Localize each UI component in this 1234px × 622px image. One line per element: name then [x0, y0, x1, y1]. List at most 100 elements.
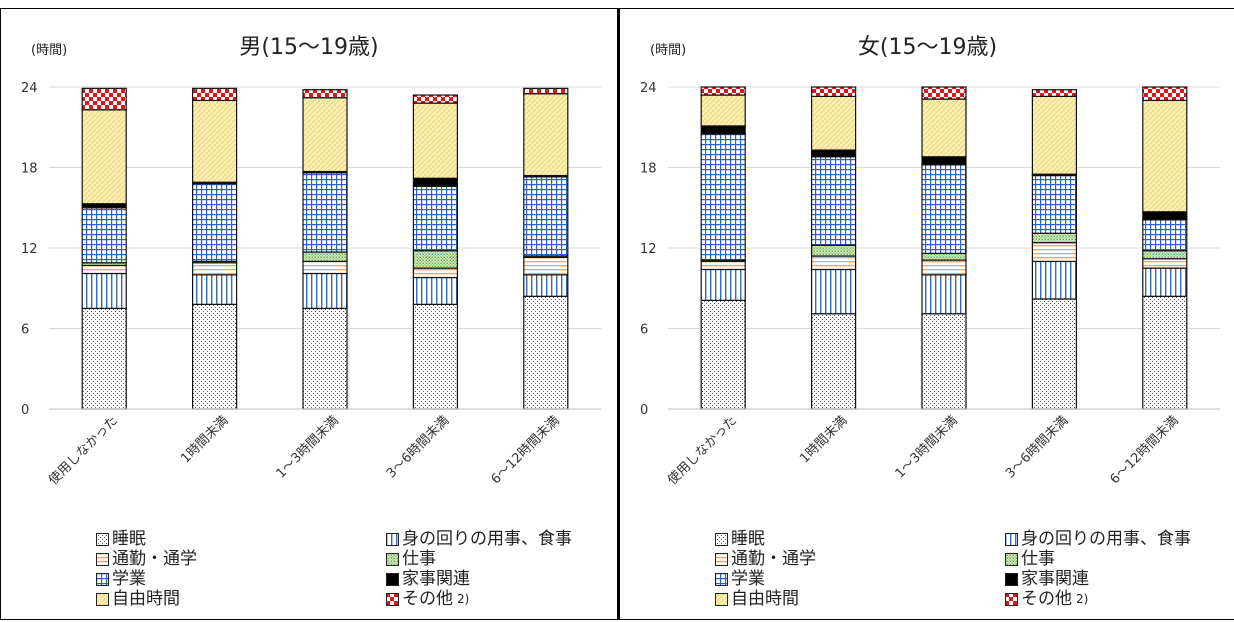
y-tick-label: 0: [21, 403, 29, 418]
bar-segment-personal: [523, 274, 569, 297]
legend-label: その他: [1021, 589, 1072, 609]
chart-plot-female: 0 6 12 18 24 使用しなかった 1時間未満 1～3時間未満 3～6時間未満 6～12時間…: [640, 81, 1220, 489]
bar-segment-work: [412, 250, 458, 269]
legend-label: 通勤・通学: [112, 549, 197, 569]
bar-segment-sleep: [302, 307, 348, 410]
bar-segment-commute: [412, 267, 458, 279]
y-tick-label: 18: [21, 162, 38, 177]
legend-note: 2): [1076, 592, 1089, 606]
legend-swatch: [386, 552, 399, 566]
bar-segment-work: [1142, 250, 1188, 260]
bar-segment-free: [1031, 95, 1077, 175]
legend-label: 身の回りの用事、食事: [402, 529, 572, 549]
bar-segment-sleep: [811, 313, 857, 410]
x-tick-label: 3～6時間未満: [384, 413, 452, 481]
bar-segment-personal: [700, 268, 746, 301]
legend: 睡眠 身の回りの用事、食事 通勤・通学 仕事 学業 家事関連 自由時間 その他 2): [96, 529, 616, 619]
bar-segment-free: [811, 95, 857, 151]
bar-segment-house: [921, 156, 967, 166]
legend-item: 自由時間: [96, 589, 180, 609]
bar-segment-other: [192, 87, 238, 102]
x-tick-label: 1時間未満: [178, 413, 231, 466]
bar-segment-personal: [302, 272, 348, 309]
legend-item: 学業: [715, 569, 765, 589]
y-tick-label: 6: [21, 323, 29, 338]
bar-segment-work: [1031, 232, 1077, 244]
legend-item: 仕事: [1005, 549, 1055, 569]
legend-item: 通勤・通学: [96, 549, 197, 569]
bar-segment-commute: [700, 260, 746, 271]
bar-segment-study: [921, 164, 967, 254]
legend-swatch: [715, 532, 728, 546]
chart-panel-male: (時間) 男(15～19歳) 0 6 12 18 24 使用しなかった 1時間未満 1～3時間…: [0, 8, 618, 620]
legend-item: 身の回りの用事、食事: [1005, 529, 1191, 549]
legend-swatch: [96, 552, 109, 566]
y-tick-label: 18: [640, 162, 657, 177]
legend-swatch: [96, 572, 109, 586]
bar-segment-commute: [921, 259, 967, 276]
x-tick-label: 1時間未満: [797, 413, 850, 466]
bar-segment-other: [921, 86, 967, 100]
x-tick-label: 使用しなかった: [664, 413, 740, 489]
bar-segment-sleep: [921, 313, 967, 410]
legend-label: 身の回りの用事、食事: [1021, 529, 1191, 549]
bar-segment-personal: [412, 276, 458, 305]
bar-segment-commute: [1142, 258, 1188, 269]
legend-label: 睡眠: [731, 529, 765, 549]
bar-segment-study: [192, 183, 238, 263]
legend-item: 身の回りの用事、食事: [386, 529, 572, 549]
bar-segment-study: [302, 172, 348, 253]
y-tick-label: 24: [640, 81, 657, 96]
x-tick-label: 使用しなかった: [45, 413, 121, 489]
bar-segment-house: [811, 149, 857, 158]
legend-swatch: [715, 592, 728, 606]
bar-segment-free: [921, 98, 967, 158]
bar-segment-free: [192, 99, 238, 183]
legend-swatch: [96, 592, 109, 606]
bar-segment-personal: [1031, 260, 1077, 300]
legend-item: 通勤・通学: [715, 549, 816, 569]
y-tick-label: 24: [21, 81, 38, 96]
legend-item: その他 2): [1005, 589, 1088, 609]
chart-title: 男(15～19歳): [239, 35, 379, 60]
bar-segment-personal: [192, 274, 238, 305]
x-tick-label: 6～12時間未満: [489, 413, 563, 487]
bar-segment-work: [811, 244, 857, 257]
bar-segment-house: [1142, 211, 1188, 221]
y-tick-label: 0: [640, 403, 648, 418]
bar-segment-commute: [1031, 242, 1077, 263]
bar-segment-study: [1031, 174, 1077, 234]
bar-segment-other: [1142, 86, 1188, 102]
legend-item: 自由時間: [715, 589, 799, 609]
y-tick-label: 6: [640, 323, 648, 338]
bar-segment-other: [700, 86, 746, 96]
bar-segment-commute: [81, 264, 127, 275]
legend-swatch: [386, 572, 399, 586]
bar-segment-house: [81, 203, 127, 209]
legend-item: 睡眠: [715, 529, 765, 549]
bar-segment-work: [302, 251, 348, 263]
bar-segment-other: [1031, 89, 1077, 97]
bar-segment-other: [523, 87, 569, 95]
bar-segment-free: [1142, 99, 1188, 213]
legend-label: 仕事: [402, 549, 436, 569]
bar-segment-commute: [302, 260, 348, 275]
bar-segment-sleep: [1142, 295, 1188, 410]
bar-segment-study: [523, 176, 569, 257]
bar-segment-work: [921, 252, 967, 261]
legend-item: 家事関連: [1005, 569, 1089, 589]
bar-segment-free: [412, 102, 458, 179]
legend-label: 学業: [731, 569, 765, 589]
bar-segment-study: [811, 156, 857, 246]
bar-segment-sleep: [81, 307, 127, 410]
bar-segment-commute: [192, 262, 238, 276]
bar-segment-other: [412, 94, 458, 104]
x-tick-label: 1～3時間未満: [893, 413, 961, 481]
legend-swatch: [386, 532, 399, 546]
bar-segment-house: [412, 177, 458, 187]
legend-swatch: [1005, 592, 1018, 606]
bar-segment-commute: [811, 255, 857, 271]
x-tick-label: 1～3時間未満: [274, 413, 342, 481]
bar-segment-personal: [921, 274, 967, 315]
chart-panel-female: (時間) 女(15～19歳) 0 6 12 18 24 使用しなかった 1時間未満 1～3時間…: [618, 8, 1234, 620]
